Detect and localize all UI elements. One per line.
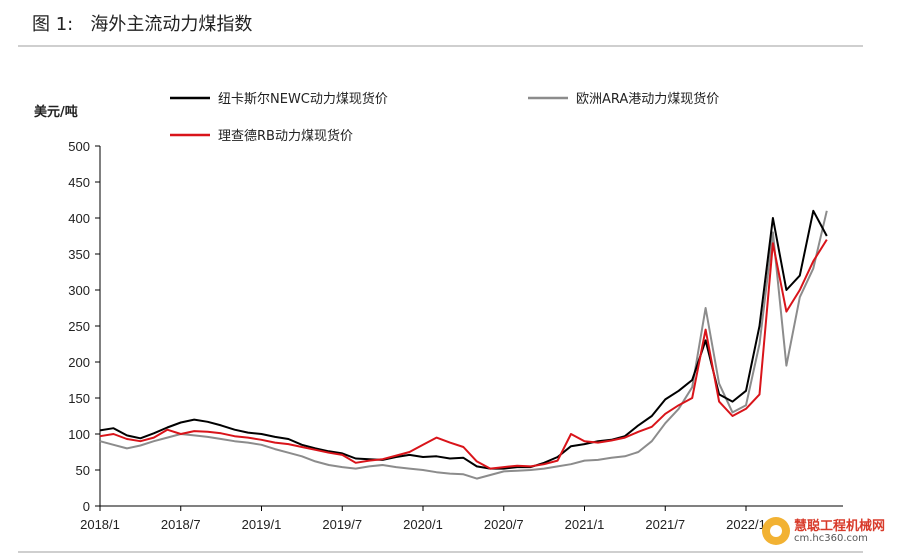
y-tick-label: 250: [68, 319, 90, 334]
x-tick-label: 2018/7: [161, 517, 201, 532]
y-tick-label: 350: [68, 247, 90, 262]
y-tick-label: 300: [68, 283, 90, 298]
x-tick-label: 2019/1: [242, 517, 282, 532]
chart-axes: 0 50 100 150 200 250 300 350 400 450 500 2018/1 2018…: [68, 139, 843, 532]
x-tick-label: 2020/1: [403, 517, 443, 532]
y-tick-label: 200: [68, 355, 90, 370]
y-tick-label: 400: [68, 211, 90, 226]
watermark-name: 慧聪工程机械网: [794, 519, 886, 534]
y-tick-label: 150: [68, 391, 90, 406]
series-line-newc: [99, 209, 828, 470]
x-tick-label: 2021/1: [565, 517, 605, 532]
y-tick-label: 100: [68, 427, 90, 442]
x-tick-label: 2019/7: [322, 517, 362, 532]
x-tick-label: 2018/1: [80, 517, 120, 532]
y-tick-label: 450: [68, 175, 90, 190]
y-axis-unit-label: 美元/吨: [34, 104, 78, 120]
watermark: 慧聪工程机械网 cm.hc360.com: [762, 515, 902, 551]
watermark-logo-icon: [762, 517, 790, 545]
y-tick-label: 50: [76, 463, 90, 478]
legend-label-rb: 理查德RB动力煤现货价: [218, 128, 353, 144]
figure-title: 图 1: 海外主流动力煤指数: [32, 14, 253, 35]
y-tick-label: 0: [83, 499, 90, 514]
legend-label-newc: 纽卡斯尔NEWC动力煤现货价: [218, 91, 388, 107]
series-line-ara: [99, 210, 828, 480]
legend-label-ara: 欧洲ARA港动力煤现货价: [576, 91, 719, 107]
bottom-divider: [18, 551, 863, 553]
series-line-rb: [99, 239, 828, 470]
x-tick-label: 2022/1: [726, 517, 766, 532]
x-tick-label: 2021/7: [645, 517, 685, 532]
y-tick-label: 500: [68, 139, 90, 154]
x-tick-label: 2020/7: [484, 517, 524, 532]
watermark-url: cm.hc360.com: [794, 533, 868, 544]
top-divider: [18, 45, 863, 47]
chart-series-lines: [99, 209, 828, 480]
